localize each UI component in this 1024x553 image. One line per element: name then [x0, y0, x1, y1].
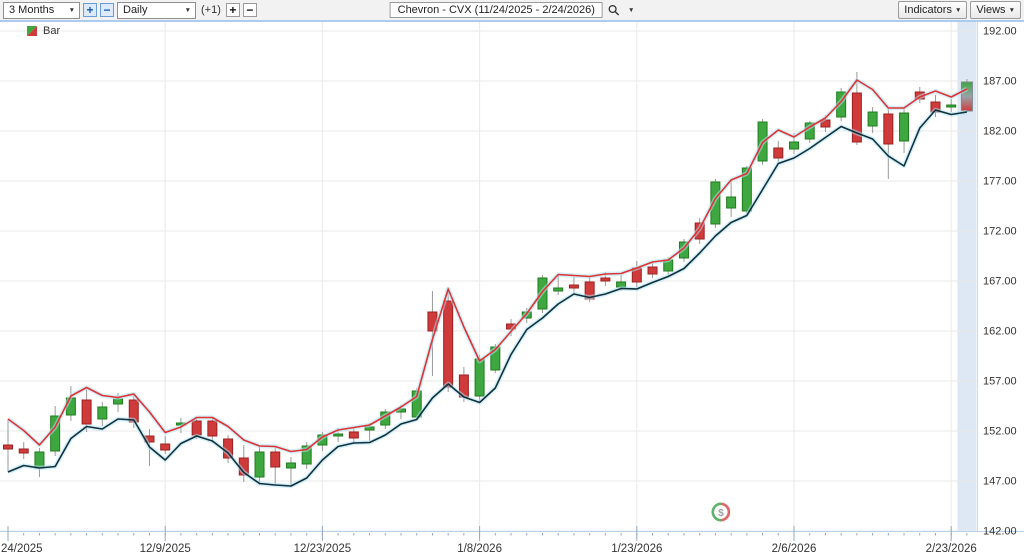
chart-area[interactable]: Bar 24/2025 12/9/2025 12/23/2025 1/8/2026 1/…	[0, 22, 1024, 553]
brand-watermark	[712, 503, 730, 521]
candle-down	[207, 420, 218, 437]
y-axis-label: 152.00	[983, 426, 1017, 438]
candle-down	[81, 399, 92, 425]
y-axis-label: 177.00	[983, 176, 1017, 188]
candle-up	[97, 406, 108, 420]
candle-down	[270, 451, 281, 468]
candle-up	[553, 287, 564, 292]
current-candle	[960, 81, 973, 112]
candle-down	[18, 448, 29, 454]
smoothed-high-line	[7, 79, 968, 453]
range-select-value: 3 Months	[9, 4, 55, 16]
candle-down	[647, 266, 658, 275]
candle-down	[851, 92, 862, 143]
toolbar: 3 Months + − Daily (+1) + − Chevron - CV…	[0, 0, 1024, 22]
y-axis-label: 187.00	[983, 76, 1017, 88]
watermark-red-arc	[720, 502, 731, 522]
chevron-down-icon	[955, 4, 961, 16]
x-axis-label: 1/8/2026	[457, 543, 502, 553]
candle-down	[883, 113, 894, 145]
y-axis-label: 142.00	[983, 526, 1017, 538]
bar-legend-swatch	[27, 26, 37, 36]
chevron-down-icon	[1009, 4, 1015, 16]
candle-down	[443, 300, 454, 388]
current-bar-highlight	[957, 22, 977, 531]
chevron-down-icon	[69, 4, 75, 16]
candle-down	[568, 284, 579, 289]
candle-up	[899, 112, 910, 142]
views-button[interactable]: Views	[970, 1, 1021, 19]
y-axis-label: 167.00	[983, 276, 1017, 288]
candle-down	[191, 420, 202, 436]
candle-up	[946, 104, 957, 108]
y-axis-label: 182.00	[983, 126, 1017, 138]
x-axis-label: 12/9/2025	[140, 543, 191, 553]
bar-plus-button[interactable]: +	[225, 3, 240, 17]
candle-down	[3, 444, 13, 450]
x-axis-label: 2/23/2026	[926, 543, 977, 553]
candle-up	[474, 358, 485, 397]
legend-down-triangle	[27, 26, 37, 36]
range-select[interactable]: 3 Months	[3, 1, 80, 19]
candle-down	[348, 431, 359, 439]
smoothed-low-line	[7, 109, 968, 487]
y-axis-label: 157.00	[983, 376, 1017, 388]
symbol-search-button[interactable]	[608, 4, 634, 17]
y-axis-label: 192.00	[983, 26, 1017, 38]
period-offset-label: (+1)	[201, 4, 221, 16]
x-axis-label: 1/23/2026	[611, 543, 662, 553]
x-axis-label: 2/6/2026	[772, 543, 817, 553]
symbol-input[interactable]: Chevron - CVX (11/24/2025 - 2/24/2026)	[389, 2, 603, 18]
indicators-button[interactable]: Indicators	[898, 1, 968, 19]
period-select[interactable]: Daily	[117, 1, 196, 19]
chevron-down-icon	[185, 4, 191, 16]
x-axis-label: 24/2025	[1, 543, 43, 553]
chevron-down-icon	[628, 4, 634, 16]
search-icon	[608, 4, 620, 15]
candle-up	[301, 445, 312, 465]
candle-up	[254, 451, 265, 478]
series-legend[interactable]: Bar	[27, 25, 60, 37]
smoothed-low-line-glow	[7, 107, 968, 489]
candle-down	[773, 147, 784, 159]
candle-up	[113, 398, 124, 405]
candle-up	[741, 167, 752, 212]
y-axis-label: 162.00	[983, 326, 1017, 338]
candle-down	[160, 443, 171, 451]
series-legend-label: Bar	[43, 25, 61, 37]
candle-down	[600, 277, 611, 282]
y-axis-label: 147.00	[983, 476, 1017, 488]
candle-up	[789, 141, 799, 150]
period-select-value: Daily	[123, 4, 148, 16]
price-chart-canvas[interactable]: 24/2025 12/9/2025 12/23/2025 1/8/2026 1/23/2…	[0, 22, 1024, 553]
watermark-dollar-icon: $	[718, 508, 724, 519]
candle-up	[616, 281, 627, 288]
candle-up	[726, 196, 737, 209]
candle-up	[285, 462, 296, 469]
candle-up	[333, 433, 344, 437]
zoom-out-button[interactable]: −	[100, 3, 114, 17]
watermark-green-arc	[711, 502, 723, 522]
zoom-in-button[interactable]: +	[83, 3, 97, 17]
bar-minus-button[interactable]: −	[242, 3, 257, 17]
x-axis-label: 12/23/2025	[294, 543, 352, 553]
candle-up	[867, 111, 878, 127]
y-axis-label: 172.00	[983, 226, 1017, 238]
